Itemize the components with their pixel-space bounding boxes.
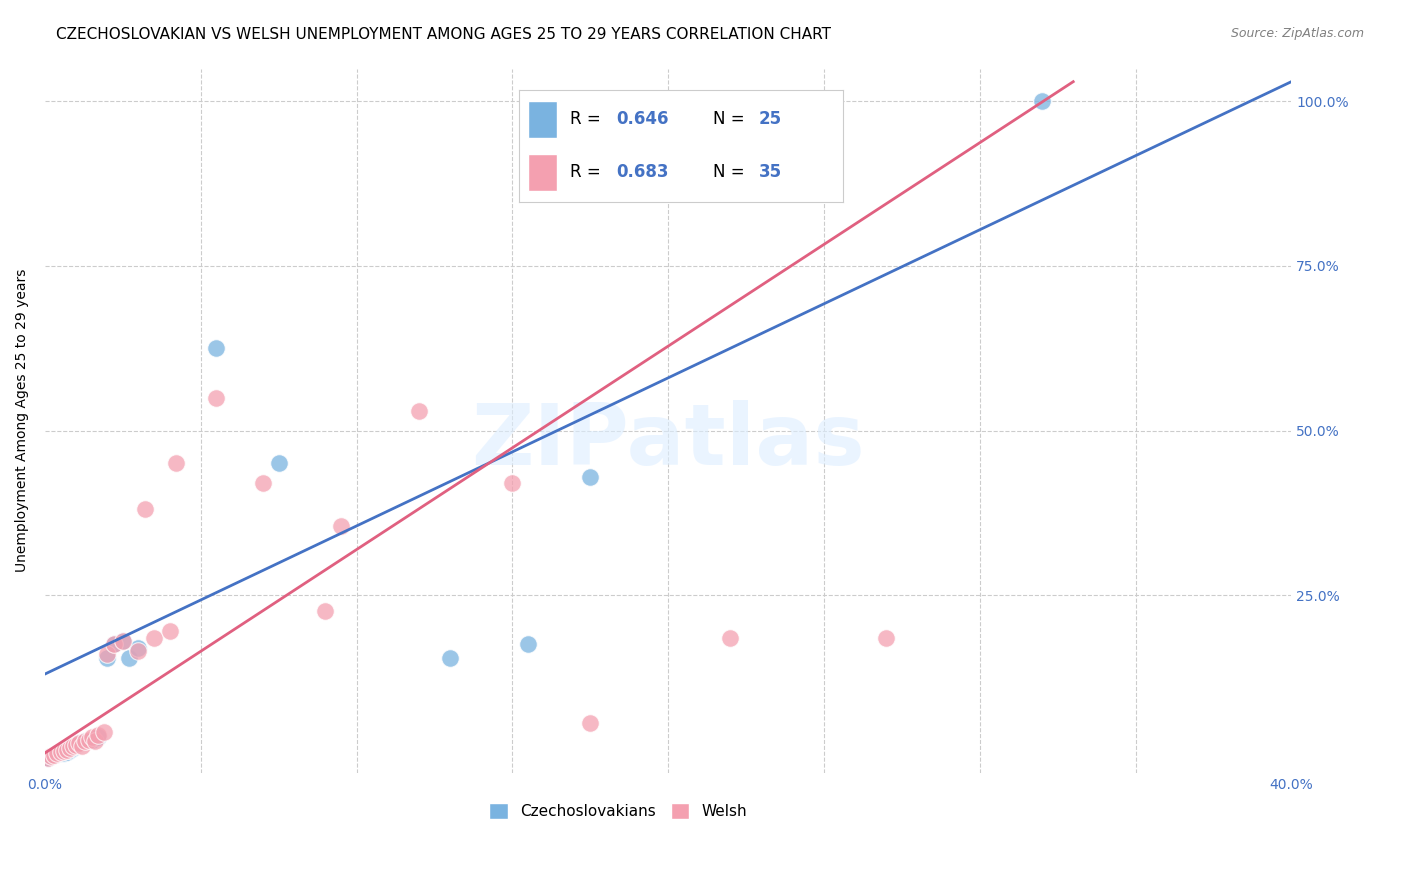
Point bbox=[83, 734, 105, 748]
Point bbox=[103, 637, 125, 651]
Legend: Czechoslovakians, Welsh: Czechoslovakians, Welsh bbox=[484, 797, 754, 825]
Point bbox=[55, 745, 77, 759]
Text: CZECHOSLOVAKIAN VS WELSH UNEMPLOYMENT AMONG AGES 25 TO 29 YEARS CORRELATION CHAR: CZECHOSLOVAKIAN VS WELSH UNEMPLOYMENT AM… bbox=[56, 27, 831, 42]
Point bbox=[143, 631, 166, 645]
Point bbox=[46, 747, 69, 762]
Point bbox=[408, 403, 430, 417]
Point bbox=[314, 605, 336, 619]
Point bbox=[516, 637, 538, 651]
Point bbox=[75, 734, 97, 748]
Point bbox=[103, 637, 125, 651]
Point bbox=[77, 732, 100, 747]
Point bbox=[87, 728, 110, 742]
Point bbox=[49, 746, 72, 760]
Point bbox=[37, 750, 59, 764]
Point bbox=[111, 634, 134, 648]
Point bbox=[75, 734, 97, 748]
Point bbox=[65, 738, 87, 752]
Point bbox=[134, 502, 156, 516]
Point bbox=[55, 742, 77, 756]
Point bbox=[159, 624, 181, 639]
Point bbox=[37, 750, 59, 764]
Point bbox=[96, 647, 118, 661]
Point bbox=[46, 746, 69, 760]
Point bbox=[127, 640, 149, 655]
Point bbox=[96, 650, 118, 665]
Point bbox=[720, 631, 742, 645]
Point bbox=[439, 650, 461, 665]
Point bbox=[67, 736, 90, 750]
Point bbox=[165, 457, 187, 471]
Point bbox=[579, 469, 602, 483]
Point bbox=[501, 476, 523, 491]
Point bbox=[205, 341, 228, 355]
Point bbox=[205, 391, 228, 405]
Point bbox=[52, 744, 75, 758]
Point bbox=[49, 745, 72, 759]
Point bbox=[93, 725, 115, 739]
Point bbox=[72, 739, 94, 754]
Point bbox=[59, 742, 82, 756]
Point bbox=[44, 747, 66, 762]
Point bbox=[111, 634, 134, 648]
Point bbox=[87, 730, 110, 744]
Text: ZIPatlas: ZIPatlas bbox=[471, 401, 865, 483]
Point bbox=[39, 749, 62, 764]
Point bbox=[330, 519, 353, 533]
Point bbox=[62, 739, 84, 754]
Point bbox=[39, 749, 62, 764]
Text: Source: ZipAtlas.com: Source: ZipAtlas.com bbox=[1230, 27, 1364, 40]
Point bbox=[252, 476, 274, 491]
Point bbox=[59, 740, 82, 755]
Point bbox=[267, 457, 290, 471]
Point bbox=[44, 747, 66, 762]
Point bbox=[1031, 95, 1053, 109]
Point bbox=[52, 746, 75, 760]
Y-axis label: Unemployment Among Ages 25 to 29 years: Unemployment Among Ages 25 to 29 years bbox=[15, 269, 30, 573]
Point bbox=[80, 730, 103, 744]
Point bbox=[62, 740, 84, 755]
Point bbox=[118, 650, 141, 665]
Point bbox=[579, 716, 602, 731]
Point bbox=[65, 739, 87, 754]
Point bbox=[127, 644, 149, 658]
Point bbox=[80, 732, 103, 747]
Point bbox=[67, 736, 90, 750]
Point bbox=[875, 631, 897, 645]
